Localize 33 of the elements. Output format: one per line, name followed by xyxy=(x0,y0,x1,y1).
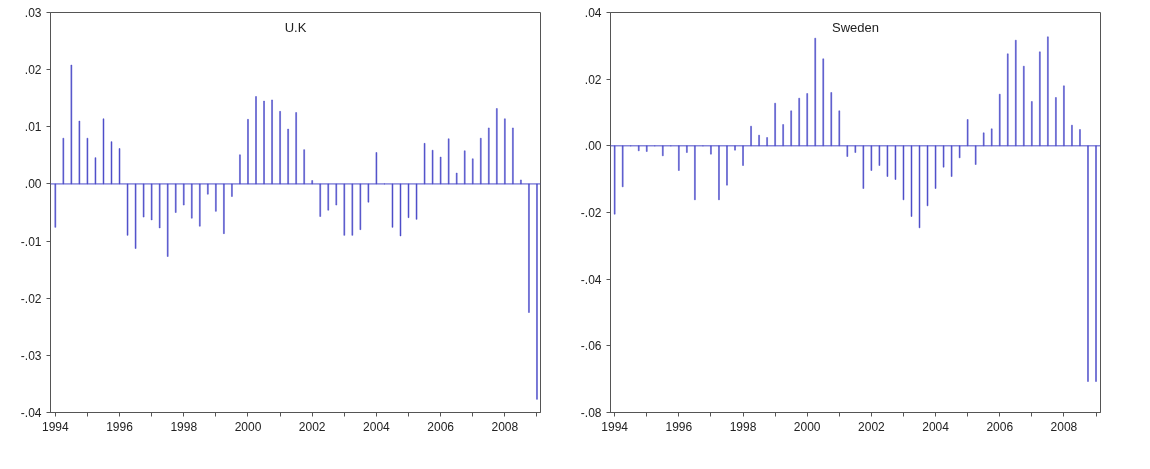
x-tick-label: 2002 xyxy=(298,419,326,434)
y-tick-label: .04 xyxy=(584,6,602,20)
y-tick-label: .02 xyxy=(24,63,42,78)
y-tick-label: .01 xyxy=(24,120,42,135)
x-tick-label: 2006 xyxy=(427,419,455,434)
y-tick-label: -.03 xyxy=(20,348,42,363)
y-tick-label: .03 xyxy=(24,6,42,20)
y-tick-label: -.06 xyxy=(580,339,602,354)
x-tick-label: 2004 xyxy=(363,419,391,434)
x-tick-label: 1998 xyxy=(170,419,198,434)
x-tick-label: 2000 xyxy=(234,419,262,434)
y-tick-label: -.08 xyxy=(580,406,602,420)
x-tick-label: 2000 xyxy=(793,419,821,434)
x-tick-label: 1994 xyxy=(601,419,629,434)
y-tick-label: -.02 xyxy=(580,206,602,220)
y-tick-label: .02 xyxy=(584,72,602,87)
y-tick-label: -.01 xyxy=(20,234,42,249)
y-tick-label: .00 xyxy=(24,177,42,192)
x-tick-label: 2004 xyxy=(922,419,950,434)
x-tick-label: 1996 xyxy=(665,419,693,434)
x-tick-label: 2002 xyxy=(858,419,886,434)
x-tick-label: 2008 xyxy=(1050,419,1078,434)
text: Sweden xyxy=(832,19,879,35)
y-tick-label: .00 xyxy=(584,139,602,154)
y-tick-label: -.04 xyxy=(580,272,602,287)
x-tick-label: 2006 xyxy=(986,419,1014,434)
y-tick-label: -.04 xyxy=(20,406,42,420)
x-tick-label: 2008 xyxy=(491,419,519,434)
x-tick-label: 1998 xyxy=(729,419,757,434)
y-tick-label: -.02 xyxy=(20,291,42,306)
x-tick-label: 1994 xyxy=(41,419,69,434)
text: U.K xyxy=(284,19,307,35)
x-tick-label: 1996 xyxy=(106,419,134,434)
